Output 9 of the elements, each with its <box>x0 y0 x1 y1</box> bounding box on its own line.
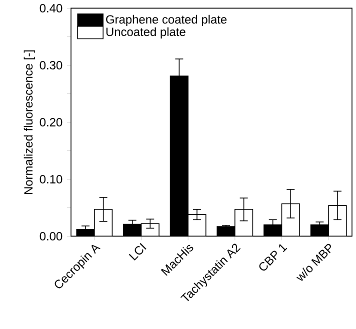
y-tick-label: 0.00 <box>40 232 62 240</box>
y-tick-label: 0.40 <box>40 4 62 12</box>
x-tick-label: LCI <box>128 242 146 260</box>
y-tick-label: 0.30 <box>40 60 62 70</box>
y-tick-label: 0.10 <box>40 174 62 184</box>
legend-label: Graphene coated plate <box>106 14 227 26</box>
y-axis-title: Normalized fluorescence [-] <box>24 50 35 194</box>
y-tick-label: 0.20 <box>40 118 62 126</box>
legend-label: Uncoated plate <box>106 27 186 38</box>
